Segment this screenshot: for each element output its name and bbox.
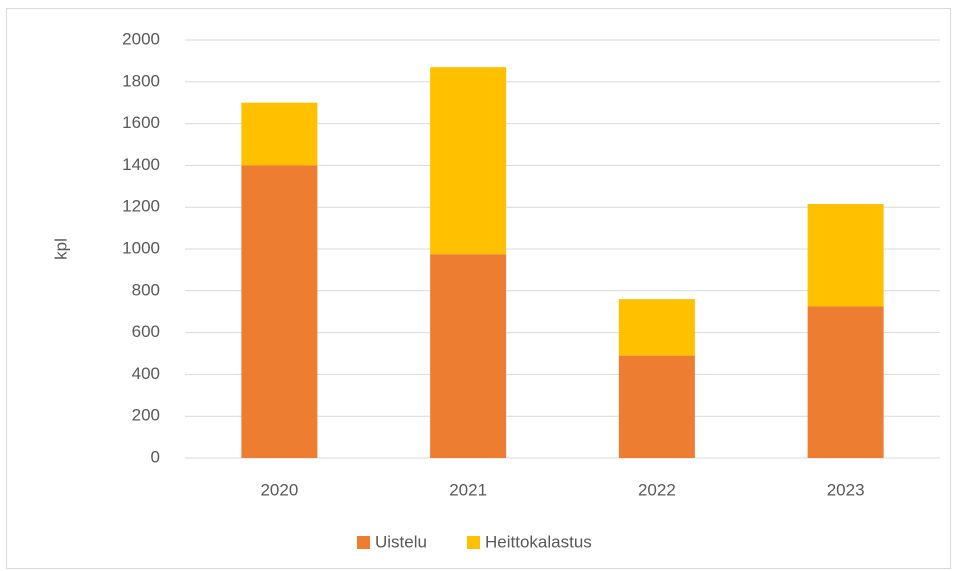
x-tick-label: 2020 [260, 480, 298, 499]
x-tick-label: 2022 [638, 480, 676, 499]
y-axis-label: kpl [51, 238, 70, 260]
y-tick-label: 800 [132, 280, 160, 299]
y-tick-label: 1000 [122, 238, 160, 257]
bar-segment [807, 306, 884, 458]
y-tick-label: 1800 [122, 71, 160, 90]
bar-segment [618, 299, 695, 356]
legend-swatch [357, 536, 370, 549]
legend-swatch [467, 536, 480, 549]
bar-segment [430, 67, 507, 255]
y-tick-label: 1200 [122, 197, 160, 216]
x-tick-label: 2021 [449, 480, 487, 499]
bar-segment [807, 204, 884, 307]
bar-segment [618, 355, 695, 458]
legend-label: Uistelu [375, 532, 427, 551]
y-tick-label: 400 [132, 364, 160, 383]
x-tick-label: 2023 [827, 480, 865, 499]
y-tick-label: 200 [132, 406, 160, 425]
y-tick-label: 2000 [122, 29, 160, 48]
y-tick-label: 600 [132, 322, 160, 341]
bar-segment [241, 102, 318, 166]
bar-segment [430, 254, 507, 458]
y-tick-label: 1600 [122, 113, 160, 132]
y-tick-label: 1400 [122, 155, 160, 174]
bar-segment [241, 165, 318, 458]
legend-label: Heittokalastus [485, 532, 592, 551]
y-tick-label: 0 [151, 447, 160, 466]
